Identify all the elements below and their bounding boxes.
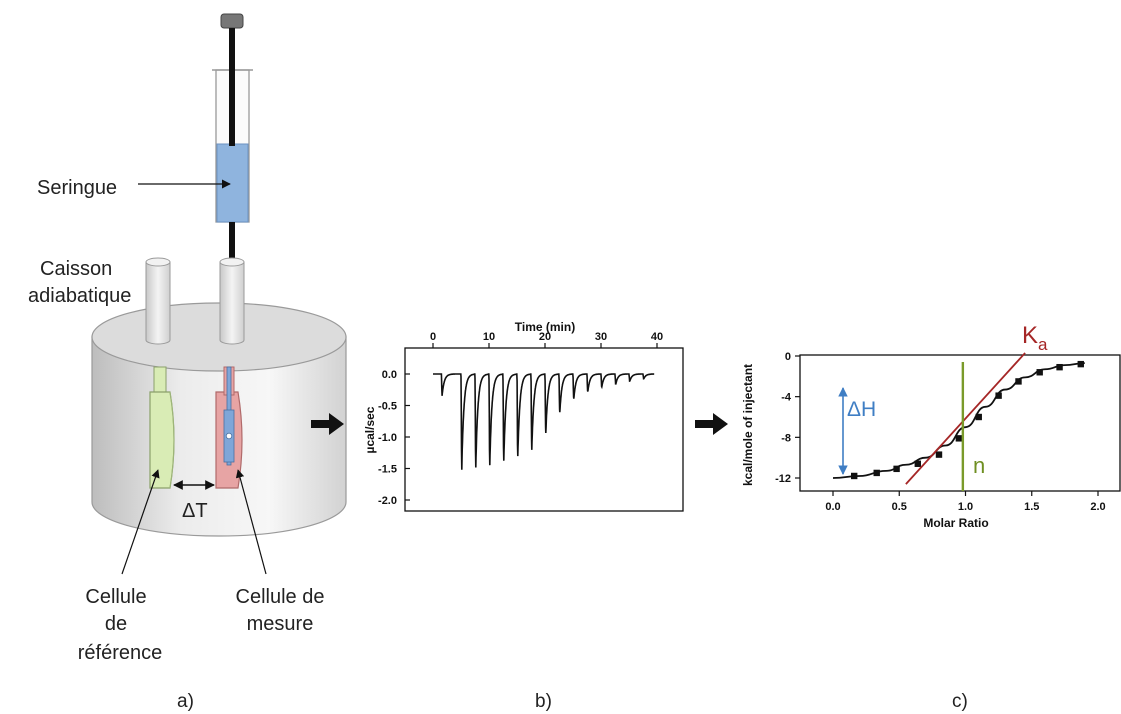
apparatus-panel: Seringue Caisson adiabatique ΔT [28, 13, 347, 664]
flow-arrow-b-to-c [695, 413, 728, 435]
thermogram-trace [433, 373, 655, 470]
isotherm-data-point [851, 472, 858, 480]
flow-arrow-a-to-b [311, 413, 344, 435]
isotherm-data-point [893, 465, 900, 473]
thermogram-x-ticks: 0 10 20 30 40 [430, 331, 663, 348]
adiabatic-label-line1: Caisson [40, 258, 112, 280]
thermogram-x-tick-label: 20 [539, 331, 551, 343]
isotherm-data-point [873, 469, 880, 477]
isotherm-x-tick-label: 0.5 [892, 501, 907, 513]
isotherm-data-point [1036, 369, 1043, 376]
isotherm-data-point [955, 435, 963, 442]
thermogram-y-tick-label: -2.0 [378, 495, 397, 507]
plunger-cap [220, 13, 244, 29]
thermogram-y-title: µcal/sec [363, 406, 377, 453]
thermogram-x-tick-label: 40 [651, 331, 663, 343]
syringe-label: Seringue [37, 177, 117, 199]
syringe-needle [229, 222, 235, 260]
isotherm-data-point [935, 451, 943, 458]
thermogram-chart: Time (min) µcal/sec 0 10 20 30 40 0.0 -0.5 -1.… [363, 320, 684, 512]
measure-stub [219, 261, 245, 345]
ka-label: Ka [1022, 322, 1048, 354]
thermogram-x-tick-label: 10 [483, 331, 495, 343]
measure-cell-pointer [235, 469, 267, 575]
isotherm-data-point [914, 460, 921, 467]
reference-cell [149, 366, 175, 489]
isotherm-x-tick-label: 0.0 [825, 501, 840, 513]
thermogram-x-tick-label: 0 [430, 331, 436, 343]
measuring-cell [215, 366, 243, 489]
isotherm-y-ticks: 0 -4 -8 -12 [775, 351, 800, 485]
delta-h-label: ΔH [847, 398, 876, 421]
isotherm-y-tick-label: 0 [785, 351, 791, 363]
reference-cell-label-1: Cellule [85, 586, 146, 608]
thermogram-y-tick-label: -1.0 [378, 432, 397, 444]
measure-cell-label-1: Cellule de [236, 586, 325, 608]
isotherm-data-point [1077, 360, 1084, 368]
panel-label-c: c) [952, 691, 968, 712]
thermogram-y-tick-label: -1.5 [378, 464, 397, 476]
thermogram-y-tick-label: 0.0 [382, 369, 397, 381]
delta-t-label: ΔT [182, 500, 208, 522]
n-label: n [973, 453, 985, 478]
isotherm-fit-curve [832, 362, 1085, 479]
reference-cell-pointer [121, 469, 160, 575]
isotherm-chart: Molar Ratio kcal/mole of injectant 0.0 0.… [741, 322, 1121, 530]
thermogram-frame [404, 347, 684, 512]
thermogram-y-tick-label: -0.5 [378, 401, 397, 413]
isotherm-x-title: Molar Ratio [923, 516, 988, 530]
thermogram-x-title: Time (min) [515, 320, 575, 334]
measure-cell-label-2: mesure [247, 613, 314, 635]
isotherm-data-point [1056, 363, 1063, 371]
reference-cell-label-2: de [105, 613, 127, 635]
isotherm-y-tick-label: -8 [781, 432, 791, 444]
isotherm-y-tick-label: -12 [775, 473, 791, 485]
isotherm-x-tick-label: 1.5 [1024, 501, 1039, 513]
isotherm-y-tick-label: -4 [781, 392, 792, 404]
adiabatic-shield-top [91, 302, 347, 372]
syringe-liquid [216, 143, 249, 223]
thermogram-y-ticks: 0.0 -0.5 -1.0 -1.5 -2.0 [378, 369, 410, 507]
reference-cell-label-3: référence [78, 642, 163, 664]
panel-label-b: b) [535, 691, 552, 712]
thermogram-x-tick-label: 30 [595, 331, 607, 343]
isotherm-y-title: kcal/mole of injectant [741, 364, 755, 486]
adiabatic-label-line2: adiabatique [28, 285, 131, 307]
isotherm-x-tick-label: 2.0 [1090, 501, 1105, 513]
isotherm-x-tick-label: 1.0 [958, 501, 973, 513]
isotherm-points [851, 360, 1084, 480]
reference-stub [145, 261, 171, 345]
ka-slope-line [905, 352, 1026, 485]
isotherm-data-point [995, 392, 1002, 399]
isotherm-data-point [1015, 378, 1022, 385]
isotherm-x-ticks: 0.0 0.5 1.0 1.5 2.0 [825, 491, 1106, 513]
isotherm-data-point [975, 413, 982, 421]
isotherm-frame [799, 354, 1121, 492]
plunger-rod [229, 28, 235, 146]
panel-label-a: a) [177, 691, 194, 712]
